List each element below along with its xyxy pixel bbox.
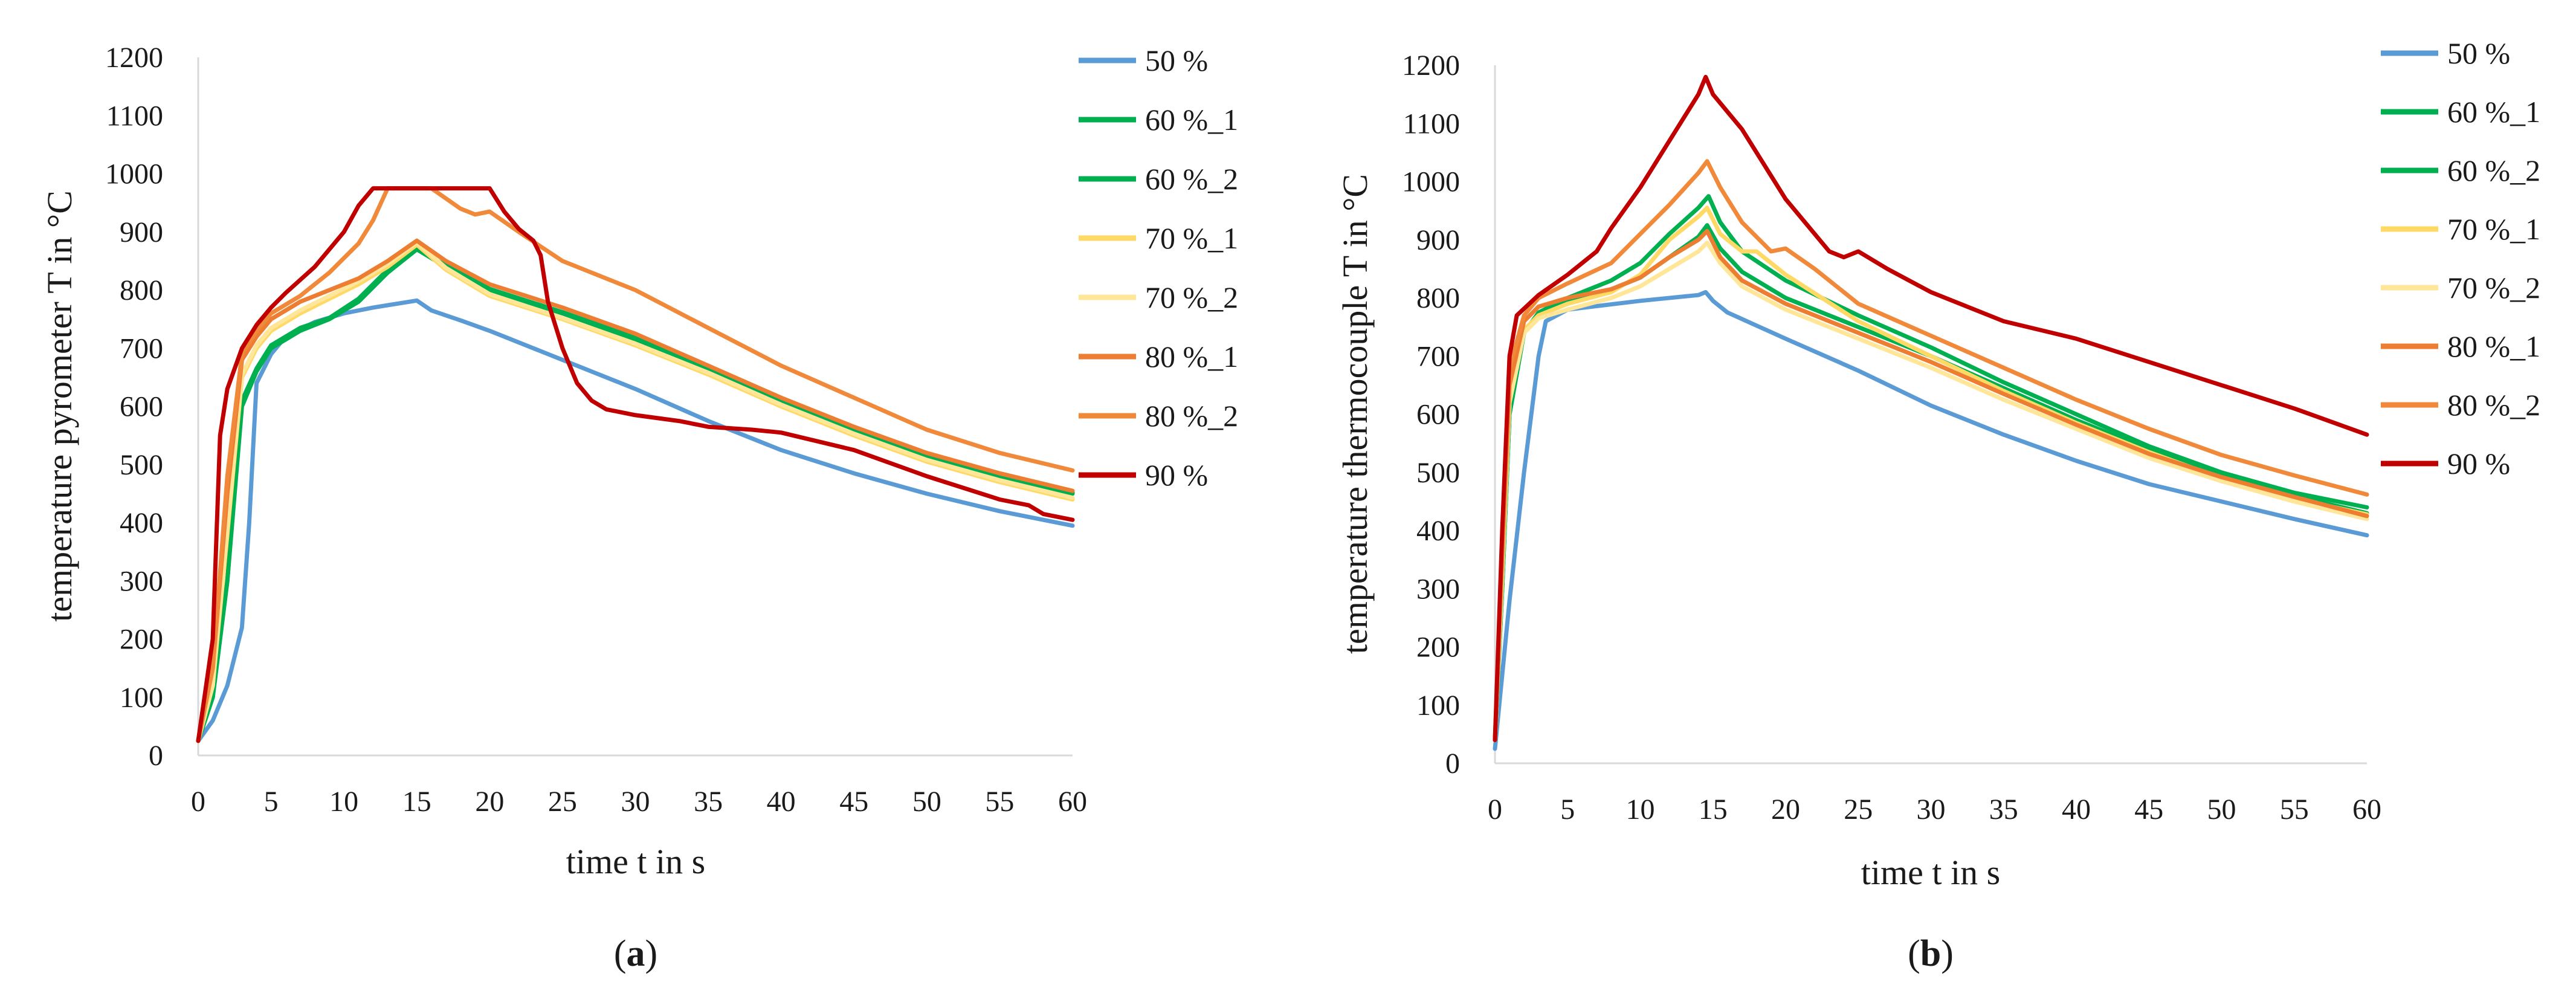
chart-panel-a: 0100200300400500600700800900100011001200… — [40, 42, 1238, 974]
x-tick-label: 5 — [264, 786, 279, 818]
x-tick-label: 5 — [1560, 794, 1575, 826]
y-tick-label: 1200 — [105, 42, 163, 74]
y-tick-label: 700 — [1416, 340, 1460, 372]
y-tick-label: 300 — [120, 565, 163, 597]
legend-label: 70 %_2 — [2447, 271, 2540, 305]
x-tick-labels: 0 5 10 15 20 25 30 35 40 45 50 55 60 — [191, 786, 1087, 818]
x-axis-title: time t in s — [1861, 853, 2000, 892]
legend-label: 50 % — [2447, 36, 2510, 70]
y-tick-labels: 0 100 200 300 400 500 600 700 800 900 1000 1100 1200 — [1402, 50, 1460, 780]
series-line-80-1 — [1493, 228, 2369, 742]
x-axis-title: time t in s — [566, 842, 705, 881]
legend: 50 % 60 %_1 60 %_2 70 %_1 70 %_2 80 %_1 80 %_2… — [2381, 36, 2540, 480]
x-tick-label: 55 — [985, 786, 1014, 818]
y-tick-labels: 0 100 200 300 400 500 600 700 800 900 1000 1100 1200 — [105, 42, 163, 772]
series-line-60-2 — [196, 246, 1075, 743]
y-tick-label: 800 — [1416, 282, 1460, 314]
y-tick-label: 900 — [120, 216, 163, 248]
x-tick-label: 35 — [1989, 794, 2018, 826]
y-tick-label: 200 — [120, 624, 163, 656]
legend-label: 80 %_2 — [2447, 388, 2540, 422]
x-tick-label: 15 — [1699, 794, 1728, 826]
y-tick-label: 500 — [120, 449, 163, 481]
y-tick-label: 400 — [120, 507, 163, 539]
series-line-50 — [196, 298, 1075, 743]
series-lines — [196, 186, 1075, 743]
y-tick-label: 1100 — [1403, 108, 1460, 140]
legend-label: 90 % — [2447, 447, 2510, 480]
x-tick-label: 10 — [1626, 794, 1655, 826]
series-line-70-2 — [1493, 241, 2369, 742]
x-tick-label: 40 — [767, 786, 796, 818]
legend-label: 80 %_1 — [2447, 329, 2540, 363]
x-tick-label: 10 — [329, 786, 358, 818]
x-tick-label: 25 — [548, 786, 577, 818]
panel-caption: (a) — [614, 933, 657, 974]
x-tick-label: 45 — [2134, 794, 2163, 826]
x-tick-label: 55 — [2280, 794, 2309, 826]
y-tick-label: 1000 — [1402, 166, 1460, 198]
series-line-50 — [1493, 289, 2369, 751]
series-line-80-2 — [1493, 159, 2369, 742]
y-tick-label: 1100 — [106, 100, 163, 132]
legend-label: 80 %_2 — [1145, 399, 1238, 433]
legend-label: 90 % — [1145, 458, 1208, 492]
x-tick-label: 20 — [475, 786, 504, 818]
series-line-80-1 — [196, 238, 1075, 743]
x-tick-label: 35 — [694, 786, 723, 818]
x-tick-label: 50 — [2207, 794, 2236, 826]
x-tick-label: 0 — [191, 786, 205, 818]
x-tick-label: 40 — [2062, 794, 2091, 826]
x-tick-label: 15 — [402, 786, 431, 818]
legend-label: 80 %_1 — [1145, 340, 1238, 373]
legend-label: 60 %_1 — [1145, 103, 1238, 137]
y-tick-label: 400 — [1416, 515, 1460, 547]
y-tick-label: 800 — [120, 274, 163, 306]
x-tick-label: 25 — [1844, 794, 1873, 826]
y-tick-label: 600 — [120, 391, 163, 423]
chart-panel-b: 0100200300400500600700800900100011001200… — [1335, 36, 2540, 974]
series-line-90 — [1493, 74, 2369, 742]
panel-caption: (b) — [1908, 933, 1954, 974]
x-tick-label: 60 — [1058, 786, 1087, 818]
y-tick-label: 900 — [1416, 224, 1460, 256]
y-axis-title: temperature thermocouple T in °C — [1335, 174, 1375, 654]
axes — [197, 57, 1073, 757]
legend-label: 70 %_1 — [1145, 221, 1238, 255]
y-tick-label: 600 — [1416, 399, 1460, 431]
y-tick-label: 300 — [1416, 573, 1460, 605]
axes — [1494, 65, 2367, 765]
x-tick-label: 50 — [912, 786, 941, 818]
y-tick-label: 700 — [120, 332, 163, 364]
y-tick-label: 500 — [1416, 457, 1460, 489]
legend-label: 60 %_2 — [2447, 154, 2540, 187]
x-tick-label: 60 — [2352, 794, 2381, 826]
legend-label: 70 %_1 — [2447, 212, 2540, 246]
series-line-70-1 — [1493, 205, 2369, 742]
y-tick-label: 0 — [149, 740, 163, 772]
x-tick-labels: 0 5 10 15 20 25 30 35 40 45 50 55 60 — [1488, 794, 2381, 826]
legend-label: 60 %_2 — [1145, 162, 1238, 196]
y-tick-label: 1000 — [105, 158, 163, 190]
x-tick-label: 30 — [1917, 794, 1946, 826]
legend: 50 % 60 %_1 60 %_2 70 %_1 70 %_2 80 %_1 80 %_2… — [1079, 44, 1238, 492]
x-tick-label: 30 — [621, 786, 650, 818]
y-tick-label: 100 — [120, 682, 163, 714]
y-tick-label: 100 — [1416, 690, 1460, 722]
legend-label: 60 %_1 — [2447, 95, 2540, 129]
x-tick-label: 45 — [839, 786, 868, 818]
y-tick-label: 1200 — [1402, 50, 1460, 82]
y-axis-title: temperature pyrometer T in °C — [40, 190, 79, 622]
series-line-90 — [196, 186, 1075, 743]
series-lines — [1493, 74, 2369, 751]
y-tick-label: 200 — [1416, 632, 1460, 664]
legend-label: 70 %_2 — [1145, 280, 1238, 314]
series-line-60-1 — [1493, 194, 2369, 742]
legend-label: 50 % — [1145, 44, 1208, 77]
x-tick-label: 0 — [1488, 794, 1502, 826]
x-tick-label: 20 — [1771, 794, 1800, 826]
y-tick-label: 0 — [1445, 748, 1460, 780]
